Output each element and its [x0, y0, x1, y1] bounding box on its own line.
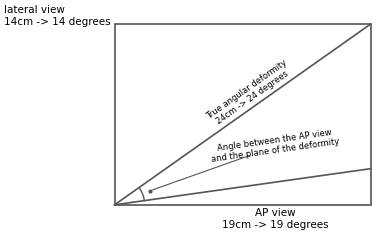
Bar — [115, 25, 371, 205]
Text: True angular deformity
24cm -> 24 degrees: True angular deformity 24cm -> 24 degree… — [205, 58, 295, 129]
Text: Angle between the AP view
and the plane of the deformity: Angle between the AP view and the plane … — [210, 126, 340, 164]
Text: lateral view
14cm -> 14 degrees: lateral view 14cm -> 14 degrees — [4, 5, 110, 26]
Text: AP view
19cm -> 19 degrees: AP view 19cm -> 19 degrees — [222, 208, 329, 229]
